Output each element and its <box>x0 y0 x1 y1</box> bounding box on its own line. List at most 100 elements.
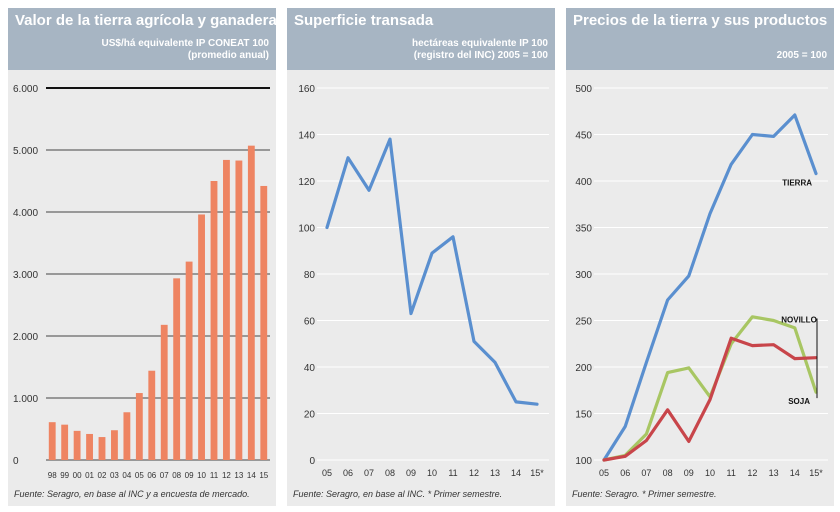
x-tick-label: 09 <box>185 471 194 480</box>
y-tick-label: 200 <box>575 363 592 374</box>
y-tick-label: 120 <box>298 177 315 188</box>
y-tick-label: 140 <box>298 131 315 142</box>
chart-subtitle-2: (promedio anual) <box>187 50 269 61</box>
bar <box>210 181 218 460</box>
x-tick-label: 08 <box>663 468 673 478</box>
y-tick-label: 100 <box>575 456 592 467</box>
bar <box>185 261 193 460</box>
x-tick-label: 11 <box>727 468 736 478</box>
panel-precios: Precios de la tierra y sus productos 200… <box>566 8 834 506</box>
y-tick-label: 450 <box>575 131 592 142</box>
y-tick-label: 6.000 <box>13 84 38 95</box>
x-tick-label: 98 <box>48 471 57 480</box>
series-label-novillo: NOVILLO <box>781 316 817 325</box>
x-tick-label: 05 <box>322 468 332 478</box>
chart-title: Valor de la tierra agrícola y ganadera <box>15 12 277 29</box>
x-tick-label: 06 <box>620 468 630 478</box>
multi-line-chart: 100 150 200 250 300 350 400 450 500 05 06 07 08 09 10 1… <box>575 84 828 478</box>
bar <box>260 185 268 460</box>
x-tick-label: 15 <box>259 471 268 480</box>
bar <box>86 433 93 460</box>
x-tick-label: 12 <box>747 468 757 478</box>
x-tick-label: 08 <box>172 471 181 480</box>
bar <box>223 159 230 461</box>
x-tick-label: 14 <box>511 468 521 478</box>
bar <box>173 278 181 460</box>
chart-subtitle: 2005 = 100 <box>776 50 827 61</box>
y-tick-label: 500 <box>575 84 592 95</box>
y-tick-label: 250 <box>575 317 592 328</box>
y-tick-label: 150 <box>575 410 592 421</box>
bar <box>148 370 156 460</box>
y-tick-label: 350 <box>575 224 592 235</box>
x-tick-label: 99 <box>60 471 69 480</box>
x-tick-label: 07 <box>364 468 374 478</box>
y-tick-label: 1.000 <box>13 394 38 405</box>
y-tick-label: 3.000 <box>13 270 38 281</box>
x-tick-label: 14 <box>247 471 256 480</box>
y-tick-label: 60 <box>304 317 316 328</box>
series-line-superficie-transada <box>325 137 539 406</box>
panel-superficie: Superficie transada hectáreas equivalent… <box>287 8 555 506</box>
y-tick-label: 40 <box>304 363 316 374</box>
x-tick-label: 15* <box>809 468 823 478</box>
y-tick-label: 2.000 <box>13 332 38 343</box>
y-tick-label: 5.000 <box>13 146 38 157</box>
y-tick-label: 4.000 <box>13 208 38 219</box>
x-tick-label: 07 <box>641 468 651 478</box>
y-tick-label: 80 <box>304 270 316 281</box>
chart-subtitle: hectáreas equivalente IP 100 <box>411 38 548 49</box>
series-line-novillo <box>602 315 818 462</box>
x-tick-label: 15* <box>530 468 544 478</box>
bar-chart: 0 1.000 2.000 3.000 4.000 5.000 6.000 98 99 00 01 0… <box>13 84 270 480</box>
x-tick-label: 04 <box>122 471 131 480</box>
chart-source: Fuente: Seragro, en base al INC y a encu… <box>14 489 250 499</box>
x-tick-label: 12 <box>469 468 479 478</box>
x-tick-label: 12 <box>222 471 231 480</box>
panel-header: Superficie transada hectáreas equivalent… <box>287 8 555 70</box>
x-tick-label: 13 <box>769 468 779 478</box>
y-tick-label: 300 <box>575 270 592 281</box>
bar <box>247 145 255 460</box>
chart-source: Fuente: Seragro, en base al INC. * Prime… <box>293 489 503 499</box>
series-line-tierra <box>602 113 818 462</box>
x-tick-label: 13 <box>234 471 243 480</box>
bar <box>160 324 168 460</box>
y-tick-label: 0 <box>13 456 19 467</box>
chart-source: Fuente: Seragro. * Primer semestre. <box>572 489 717 499</box>
bar <box>135 393 143 460</box>
bar <box>235 160 243 461</box>
bar <box>123 412 131 460</box>
bar <box>61 424 69 460</box>
x-tick-label: 06 <box>147 471 156 480</box>
x-tick-label: 03 <box>110 471 119 480</box>
line-chart: 0 20 40 60 80 100 120 140 160 05 06 07 08 09 10 11 12 13 1… <box>298 84 549 478</box>
panel-header: Precios de la tierra y sus productos 200… <box>566 8 834 70</box>
bar <box>73 430 81 460</box>
x-tick-label: 09 <box>406 468 416 478</box>
y-tick-label: 0 <box>309 456 315 467</box>
y-tick-label: 400 <box>575 177 592 188</box>
bar <box>98 437 106 460</box>
x-tick-label: 10 <box>197 471 206 480</box>
series-line-soja <box>602 336 818 462</box>
bar <box>48 422 56 460</box>
x-tick-label: 01 <box>85 471 94 480</box>
bar <box>111 430 118 460</box>
chart-title: Precios de la tierra y sus productos <box>573 12 828 29</box>
x-tick-label: 14 <box>790 468 800 478</box>
y-tick-label: 160 <box>298 84 315 95</box>
chart-subtitle: US$/há equivalente IP CONEAT 100 <box>101 38 269 49</box>
series-label-soja: SOJA <box>788 397 810 406</box>
x-tick-label: 10 <box>705 468 715 478</box>
x-tick-label: 08 <box>385 468 395 478</box>
x-tick-label: 02 <box>98 471 107 480</box>
y-tick-label: 100 <box>298 224 315 235</box>
y-tick-label: 20 <box>304 410 316 421</box>
chart-title: Superficie transada <box>294 12 434 29</box>
series-label-tierra: TIERRA <box>782 179 812 188</box>
x-tick-label: 13 <box>490 468 500 478</box>
bar <box>198 214 205 460</box>
x-tick-label: 05 <box>599 468 609 478</box>
x-tick-label: 11 <box>448 468 457 478</box>
